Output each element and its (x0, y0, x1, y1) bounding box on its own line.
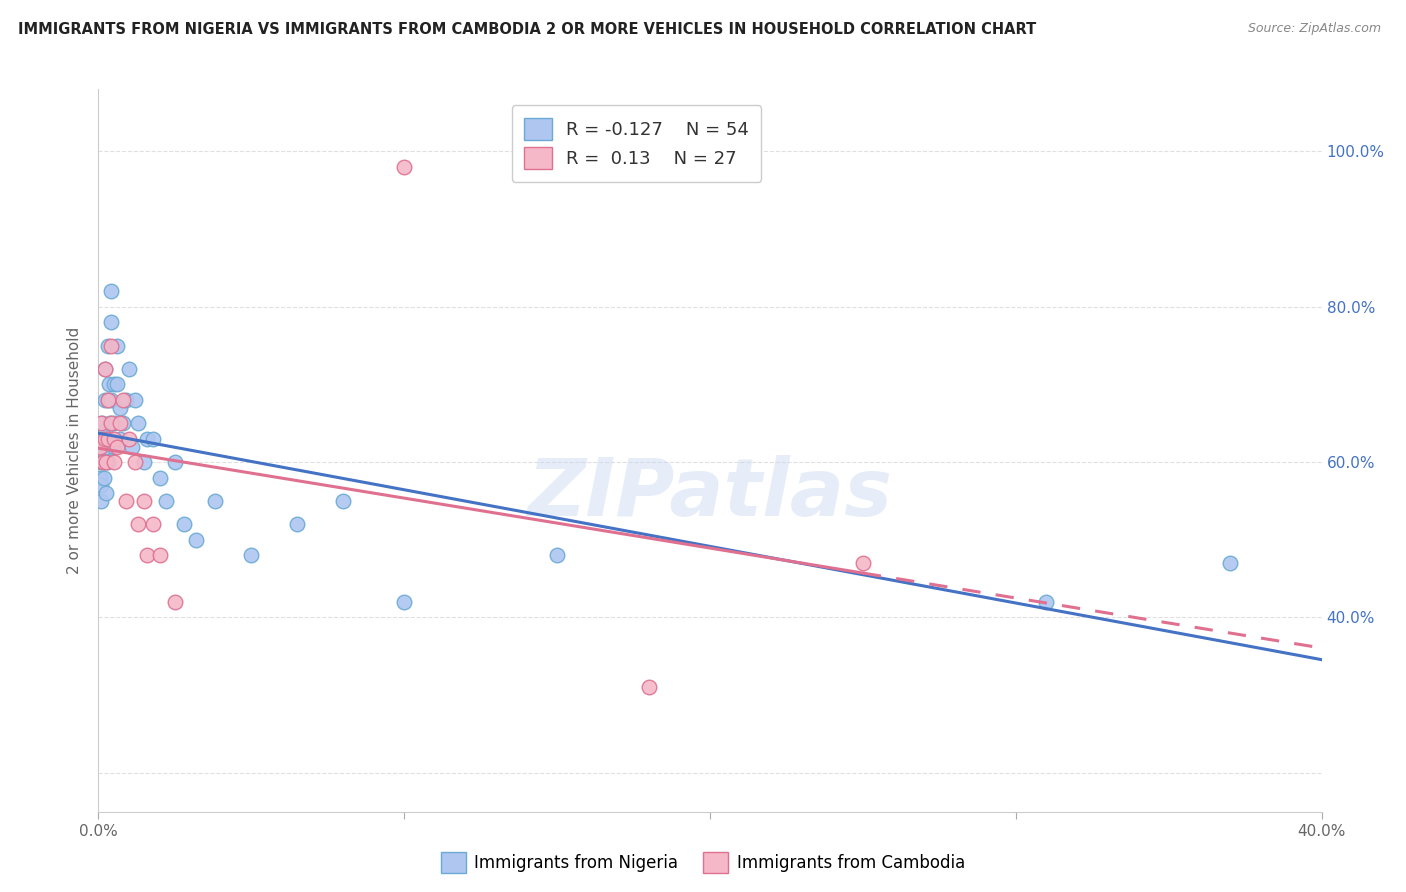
Point (90, 455, 112, 469)
Point (94, 455, 117, 469)
Point (163, 455, 186, 469)
Point (103, 455, 125, 469)
Point (127, 417, 149, 431)
Point (108, 432, 131, 446)
Point (637, 681, 661, 695)
Text: Source: ZipAtlas.com: Source: ZipAtlas.com (1247, 22, 1381, 36)
Point (94, 440, 117, 454)
Point (149, 549, 172, 563)
Point (142, 517, 165, 532)
Point (89, 470, 111, 484)
Point (240, 549, 263, 563)
Point (91, 455, 114, 469)
Point (93, 432, 115, 446)
Point (94, 455, 117, 469)
Point (392, 595, 416, 609)
Point (90, 494, 112, 508)
Point (93, 362, 115, 376)
Point (93, 424, 115, 438)
Legend: Immigrants from Nigeria, Immigrants from Cambodia: Immigrants from Nigeria, Immigrants from… (434, 846, 972, 880)
Point (100, 315, 122, 329)
Point (105, 440, 128, 454)
Point (93, 362, 115, 376)
Point (100, 417, 122, 431)
Point (97, 432, 120, 446)
Point (103, 432, 125, 446)
Point (91, 432, 114, 446)
Point (108, 401, 131, 415)
Point (204, 494, 226, 508)
Point (100, 338, 122, 352)
Point (89, 440, 111, 454)
Point (105, 377, 128, 392)
Point (115, 392, 138, 407)
Text: IMMIGRANTS FROM NIGERIA VS IMMIGRANTS FROM CAMBODIA 2 OR MORE VEHICLES IN HOUSEH: IMMIGRANTS FROM NIGERIA VS IMMIGRANTS FR… (18, 22, 1036, 37)
Point (142, 432, 165, 446)
Point (90, 478, 112, 492)
Point (149, 470, 172, 484)
Point (118, 362, 141, 376)
Point (121, 440, 143, 454)
Point (118, 432, 141, 446)
Point (105, 338, 128, 352)
Point (94, 486, 117, 500)
Point (546, 549, 568, 563)
Legend: R = -0.127    N = 54, R =  0.13    N = 27: R = -0.127 N = 54, R = 0.13 N = 27 (512, 105, 762, 182)
Point (93, 470, 115, 484)
Point (124, 455, 146, 469)
Point (97, 338, 120, 352)
Point (103, 440, 125, 454)
Y-axis label: 2 or more Vehicles in Household: 2 or more Vehicles in Household (67, 326, 83, 574)
Point (94, 392, 117, 407)
Point (136, 432, 159, 446)
Point (91, 417, 114, 431)
Point (93, 447, 115, 461)
Point (332, 494, 354, 508)
Point (108, 417, 131, 431)
Point (285, 517, 308, 532)
Point (127, 517, 149, 532)
Point (186, 533, 208, 547)
Point (134, 494, 156, 508)
Point (392, 160, 416, 174)
Point (173, 517, 195, 532)
Point (98, 377, 121, 392)
Point (100, 284, 122, 298)
Point (155, 494, 177, 508)
Point (1035, 595, 1057, 609)
Point (97, 392, 120, 407)
Point (163, 595, 186, 609)
Point (98, 417, 121, 431)
Text: ZIPatlas: ZIPatlas (527, 455, 893, 533)
Point (136, 549, 159, 563)
Point (91, 440, 114, 454)
Point (90, 417, 112, 431)
Point (111, 392, 134, 407)
Point (91, 455, 114, 469)
Point (103, 417, 125, 431)
Point (1219, 556, 1241, 570)
Point (852, 556, 875, 570)
Point (97, 432, 120, 446)
Point (97, 455, 120, 469)
Point (115, 494, 138, 508)
Point (100, 392, 122, 407)
Point (124, 392, 146, 407)
Point (97, 392, 120, 407)
Point (103, 377, 125, 392)
Point (134, 455, 156, 469)
Point (111, 417, 134, 431)
